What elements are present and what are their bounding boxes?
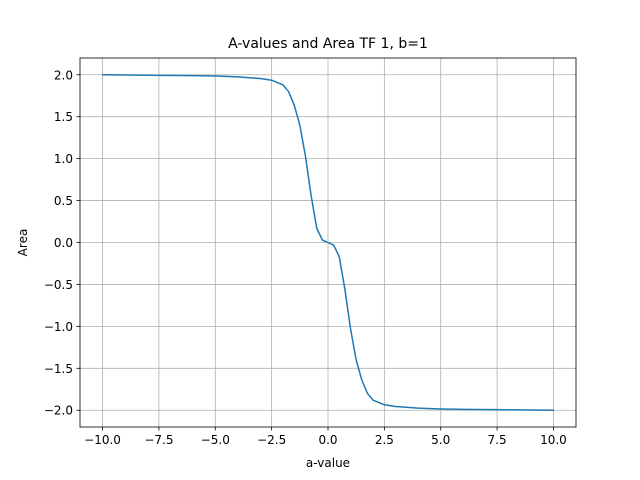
series-layer — [101, 74, 555, 411]
chart-title: A-values and Area TF 1, b=1 — [228, 36, 428, 52]
x-tick-label: −5.0 — [201, 433, 230, 447]
y-tick-label: −1.0 — [44, 320, 73, 334]
x-tick-label: 7.5 — [488, 433, 507, 447]
x-tick-label: −7.5 — [144, 433, 173, 447]
x-tick-label: 10.0 — [540, 433, 567, 447]
x-tick-label: −2.5 — [257, 433, 286, 447]
y-tick-label: −1.5 — [44, 362, 73, 376]
y-tick-label: 0.5 — [54, 194, 73, 208]
y-axis-label: Area — [16, 229, 30, 257]
x-axis-label: a-value — [306, 456, 350, 470]
y-tick-label: 1.5 — [54, 110, 73, 124]
x-tick-label: 5.0 — [431, 433, 450, 447]
series-line-area — [101, 74, 555, 411]
y-tick-label: 2.0 — [54, 68, 73, 82]
y-tick-label: 0.0 — [54, 236, 73, 250]
x-tick-label: −10.0 — [84, 433, 121, 447]
tick-layer: −10.0 −7.5 −5.0 −2.5 0.0 2.5 5.0 7.5 10.0 −2.0 −1.… — [44, 68, 567, 447]
y-tick-label: −2.0 — [44, 404, 73, 418]
y-tick-label: 1.0 — [54, 152, 73, 166]
y-tick-label: −0.5 — [44, 278, 73, 292]
x-tick-label: 0.0 — [318, 433, 337, 447]
x-tick-label: 2.5 — [375, 433, 394, 447]
